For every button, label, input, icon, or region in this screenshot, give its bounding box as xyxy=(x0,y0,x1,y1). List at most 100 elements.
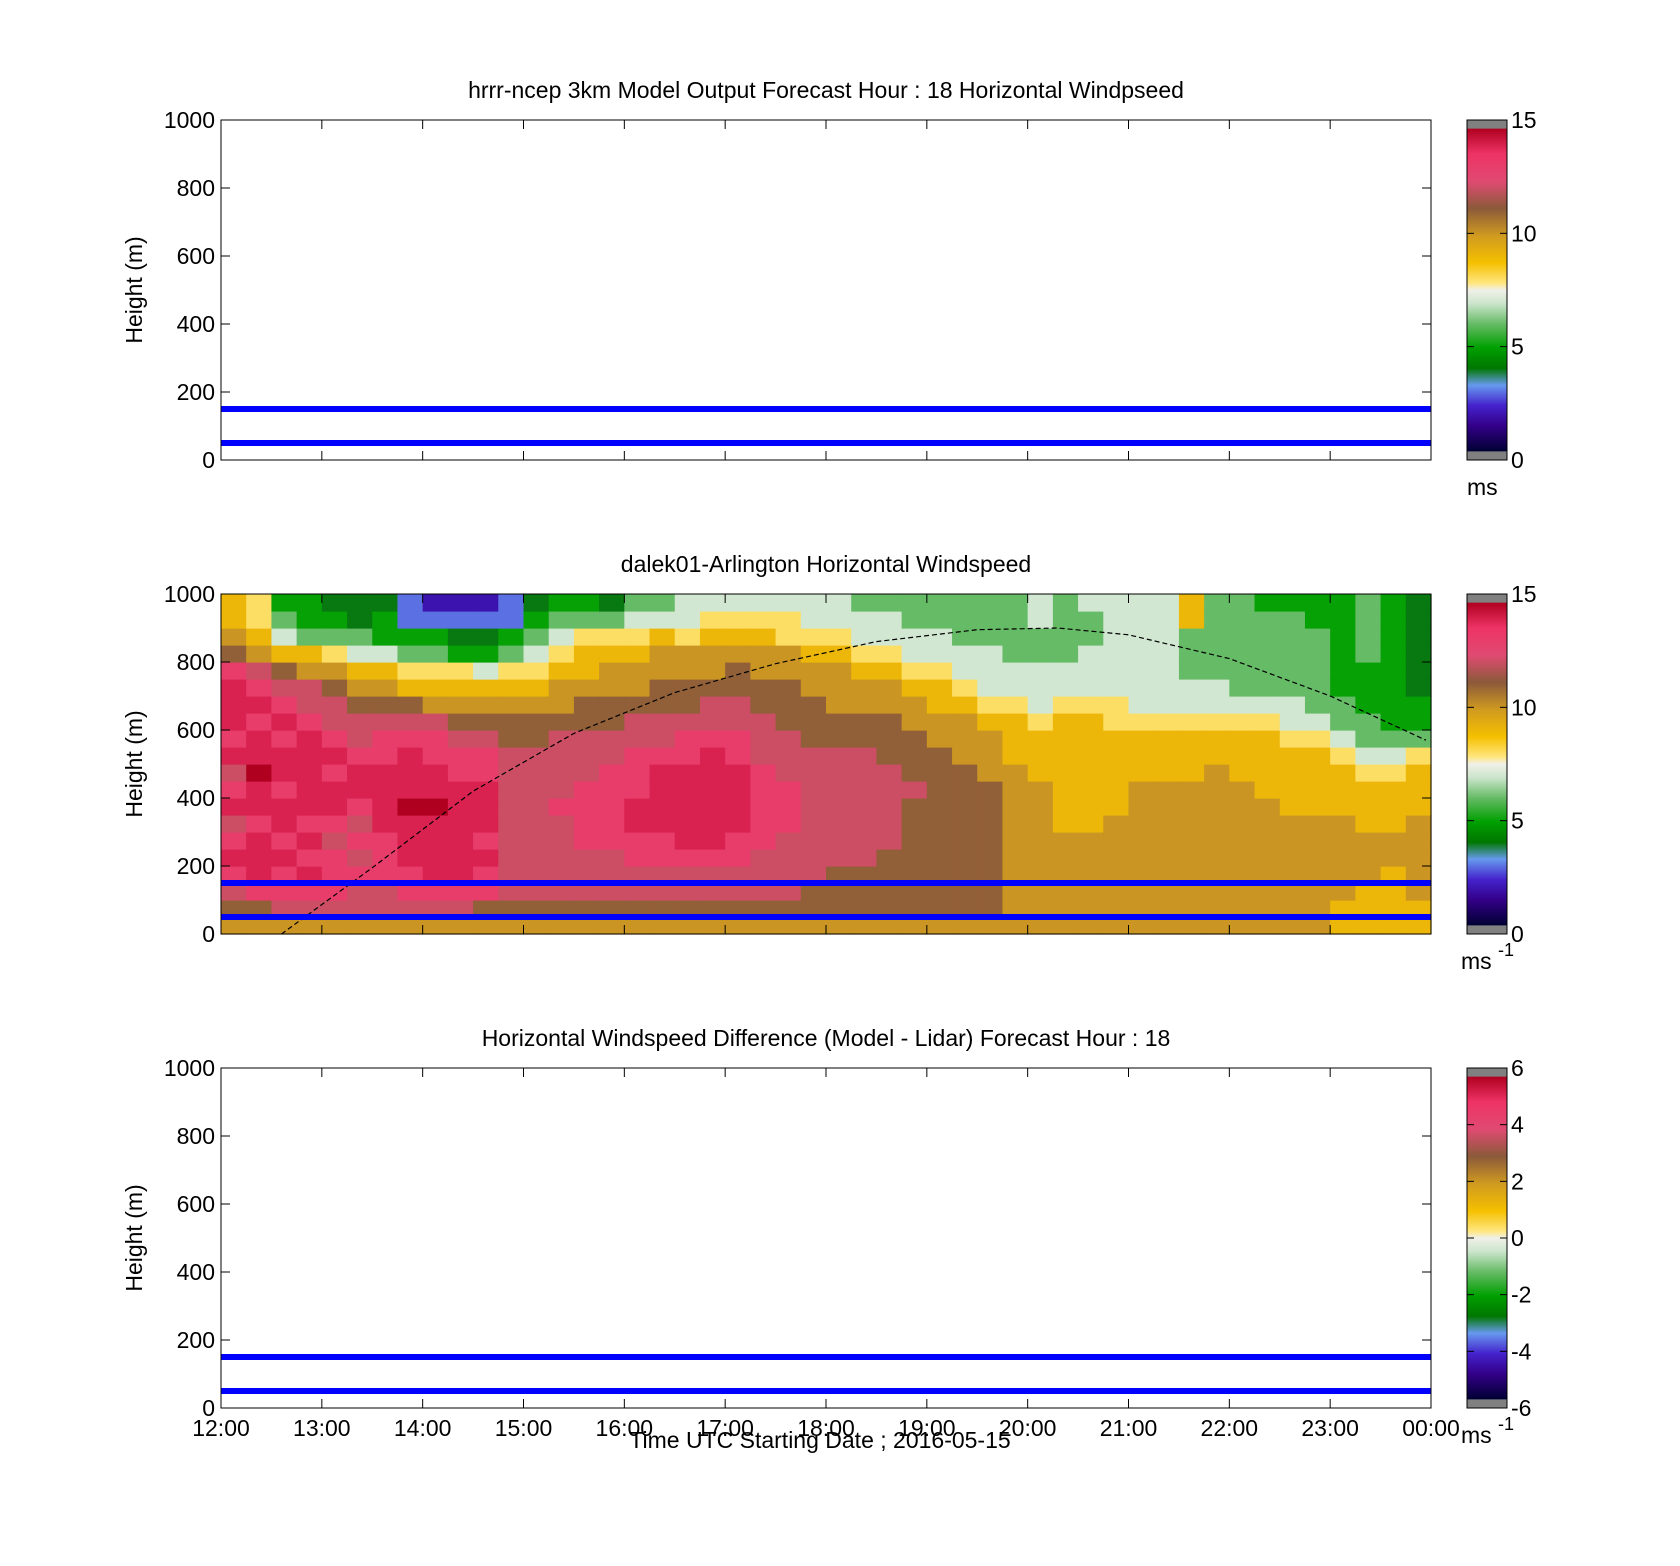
heatmap-cell xyxy=(851,764,878,782)
heatmap-cell xyxy=(649,900,676,918)
heatmap-cell xyxy=(901,662,928,680)
heatmap-cell xyxy=(599,696,625,714)
heatmap-cell xyxy=(1204,628,1230,646)
heatmap-cell xyxy=(397,764,424,782)
heatmap-cell xyxy=(1279,730,1306,748)
heatmap-cell xyxy=(1204,883,1230,901)
heatmap-cell xyxy=(1279,679,1306,697)
heatmap-cell xyxy=(1355,815,1382,833)
heatmap-cell xyxy=(1229,594,1256,612)
heatmap-cell xyxy=(952,815,978,833)
heatmap-cell xyxy=(926,730,953,748)
heatmap-cell xyxy=(624,628,651,646)
heatmap-cell xyxy=(1002,866,1029,884)
heatmap-cell xyxy=(624,917,651,935)
heatmap-cell xyxy=(1405,866,1432,884)
heatmap-cell xyxy=(674,883,701,901)
heatmap-cell xyxy=(1153,883,1180,901)
heatmap-cell xyxy=(397,798,424,816)
heatmap-cell xyxy=(1128,798,1155,816)
heatmap-cell xyxy=(397,730,424,748)
heatmap-cell xyxy=(926,883,953,901)
heatmap-cell xyxy=(1254,679,1281,697)
heatmap-cell xyxy=(1002,849,1029,867)
heatmap-cell xyxy=(1405,679,1432,697)
heatmap-cell xyxy=(977,849,1004,867)
heatmap-cell xyxy=(473,849,499,867)
heatmap-cell xyxy=(1355,832,1382,850)
heatmap-cell xyxy=(1204,713,1230,731)
heatmap-cell xyxy=(1027,713,1054,731)
heatmap-cell xyxy=(397,628,424,646)
heatmap-cell xyxy=(397,594,424,612)
y-tick-label: 1000 xyxy=(164,107,215,133)
heatmap-cell xyxy=(1153,917,1180,935)
heatmap-cell xyxy=(1254,883,1281,901)
heatmap-cell xyxy=(321,815,348,833)
heatmap-cell xyxy=(1229,781,1256,799)
heatmap-cell xyxy=(422,798,449,816)
heatmap-cell xyxy=(876,679,903,697)
heatmap-cell xyxy=(599,917,625,935)
heatmap-cell xyxy=(221,696,247,714)
heatmap-cell xyxy=(952,764,978,782)
heatmap-cell xyxy=(1304,713,1331,731)
heatmap-cell xyxy=(523,900,550,918)
heatmap-cell xyxy=(1027,628,1054,646)
heatmap-cell xyxy=(1178,883,1205,901)
heatmap-cell xyxy=(221,679,247,697)
heatmap-cell xyxy=(725,628,751,646)
heatmap-cell xyxy=(422,713,449,731)
heatmap-cell xyxy=(1027,696,1054,714)
heatmap-cell xyxy=(851,645,878,663)
heatmap-cell xyxy=(1052,645,1079,663)
heatmap-cell xyxy=(1405,730,1432,748)
heatmap-cell xyxy=(473,747,499,765)
colorbar-tick-label: 0 xyxy=(1511,447,1524,473)
heatmap-cell xyxy=(1002,798,1029,816)
heatmap-cell xyxy=(800,781,827,799)
heatmap-cell xyxy=(296,594,323,612)
heatmap-cell xyxy=(523,628,550,646)
colorbar-tick-label: -4 xyxy=(1511,1338,1532,1364)
heatmap-cell xyxy=(876,645,903,663)
heatmap-cell xyxy=(372,645,399,663)
heatmap-cell xyxy=(1052,696,1079,714)
heatmap-cell xyxy=(624,883,651,901)
heatmap-cell xyxy=(699,764,726,782)
heatmap-cell xyxy=(699,662,726,680)
heatmap-cell xyxy=(599,900,625,918)
heatmap-cell xyxy=(926,781,953,799)
colorbar-tick-label: 10 xyxy=(1511,694,1537,720)
heatmap-cell xyxy=(750,679,777,697)
heatmap-cell xyxy=(372,781,399,799)
heatmap-cell xyxy=(952,594,978,612)
heatmap-cell xyxy=(447,713,474,731)
heatmap-cell xyxy=(1027,764,1054,782)
heatmap-cell xyxy=(624,900,651,918)
heatmap-cell xyxy=(952,849,978,867)
heatmap-cell xyxy=(826,713,852,731)
heatmap-cell xyxy=(1178,662,1205,680)
heatmap-cell xyxy=(624,594,651,612)
x-tick-label: 12:00 xyxy=(192,1415,250,1441)
heatmap-cell xyxy=(1380,713,1407,731)
heatmap-cell xyxy=(1103,798,1130,816)
heatmap-cell xyxy=(674,832,701,850)
heatmap-cell xyxy=(1355,594,1382,612)
heatmap-cell xyxy=(977,713,1004,731)
heatmap-cell xyxy=(775,713,802,731)
heatmap-cell xyxy=(1304,662,1331,680)
heatmap-cell xyxy=(347,883,373,901)
heatmap-cell xyxy=(674,662,701,680)
heatmap-cell xyxy=(473,798,499,816)
heatmap-cell xyxy=(347,832,373,850)
heatmap-cell xyxy=(800,798,827,816)
heatmap-cell xyxy=(573,679,600,697)
heatmap-cell xyxy=(1002,594,1029,612)
heatmap-cell xyxy=(447,866,474,884)
heatmap-cell xyxy=(826,849,852,867)
heatmap-cell xyxy=(246,713,273,731)
heatmap-cell xyxy=(901,645,928,663)
heatmap-cell xyxy=(246,781,273,799)
